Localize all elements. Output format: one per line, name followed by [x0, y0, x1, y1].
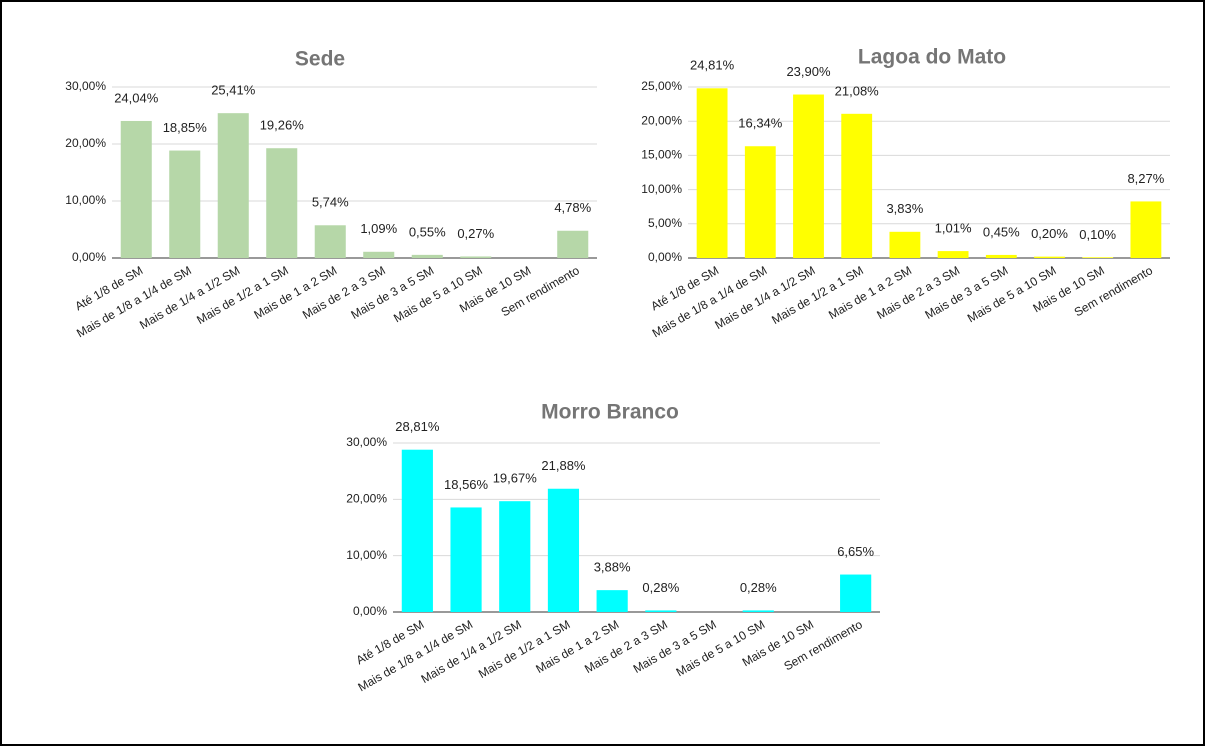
y-tick-label: 0,00% — [353, 604, 387, 618]
value-label: 23,90% — [786, 64, 831, 79]
bar — [217, 113, 249, 259]
bar — [547, 488, 580, 612]
bar — [266, 148, 298, 258]
bar — [450, 507, 482, 612]
y-tick-label: 25,00% — [641, 79, 682, 93]
value-label: 24,81% — [690, 58, 735, 73]
value-label: 1,09% — [360, 221, 397, 236]
bar — [985, 254, 1017, 258]
value-label: 16,34% — [738, 116, 783, 131]
value-label: 0,45% — [983, 224, 1020, 239]
y-tick-label: 5,00% — [648, 216, 682, 230]
value-label: 5,74% — [312, 195, 349, 210]
value-label: 25,41% — [211, 83, 256, 98]
value-label: 3,83% — [886, 201, 923, 216]
y-tick-label: 10,00% — [65, 193, 106, 207]
bar — [889, 231, 921, 258]
y-tick-label: 15,00% — [641, 148, 682, 162]
y-tick-label: 10,00% — [346, 548, 387, 562]
value-label: 3,88% — [594, 560, 631, 575]
value-label: 21,88% — [541, 458, 586, 473]
y-tick-label: 0,00% — [72, 250, 106, 264]
bar — [742, 610, 774, 612]
value-label: 1,01% — [935, 221, 972, 236]
y-tick-label: 30,00% — [346, 435, 387, 449]
y-tick-label: 20,00% — [346, 492, 387, 506]
bar — [411, 254, 443, 258]
bar — [401, 449, 433, 612]
bar — [1082, 257, 1114, 258]
bar — [1130, 201, 1162, 258]
bar — [363, 251, 395, 258]
value-label: 28,81% — [395, 419, 440, 434]
value-label: 0,28% — [642, 580, 679, 595]
y-tick-label: 0,00% — [648, 250, 682, 264]
value-label: 8,27% — [1127, 171, 1164, 186]
value-label: 0,27% — [457, 226, 494, 241]
chart-title: Sede — [295, 48, 345, 71]
bar — [744, 146, 776, 258]
bar — [841, 113, 873, 258]
value-label: 18,85% — [163, 120, 208, 135]
value-label: 19,26% — [260, 118, 305, 133]
y-tick-label: 10,00% — [641, 182, 682, 196]
bar — [645, 610, 677, 612]
value-label: 0,55% — [409, 224, 446, 239]
value-label: 19,67% — [493, 471, 538, 486]
value-label: 24,04% — [114, 90, 159, 105]
y-tick-label: 20,00% — [65, 136, 106, 150]
bar — [169, 150, 201, 258]
y-tick-label: 30,00% — [65, 79, 106, 93]
value-label: 0,28% — [740, 580, 777, 595]
bar — [696, 88, 728, 259]
bar — [1034, 256, 1065, 258]
value-label: 4,78% — [554, 200, 591, 215]
bar — [840, 574, 872, 612]
bar — [120, 120, 152, 258]
value-label: 6,65% — [837, 544, 874, 559]
y-tick-label: 20,00% — [641, 113, 682, 127]
value-label: 18,56% — [444, 477, 489, 492]
chart-title: Lagoa do Mato — [858, 46, 1006, 69]
bar — [557, 230, 589, 258]
bar — [314, 225, 346, 258]
bar — [937, 251, 969, 258]
value-label: 0,20% — [1031, 226, 1068, 241]
value-label: 0,10% — [1079, 227, 1116, 242]
bar — [793, 94, 824, 258]
value-label: 21,08% — [835, 83, 880, 98]
bar — [596, 590, 628, 612]
bar — [460, 256, 492, 258]
bar — [499, 501, 531, 612]
chart-title: Morro Branco — [541, 401, 679, 424]
